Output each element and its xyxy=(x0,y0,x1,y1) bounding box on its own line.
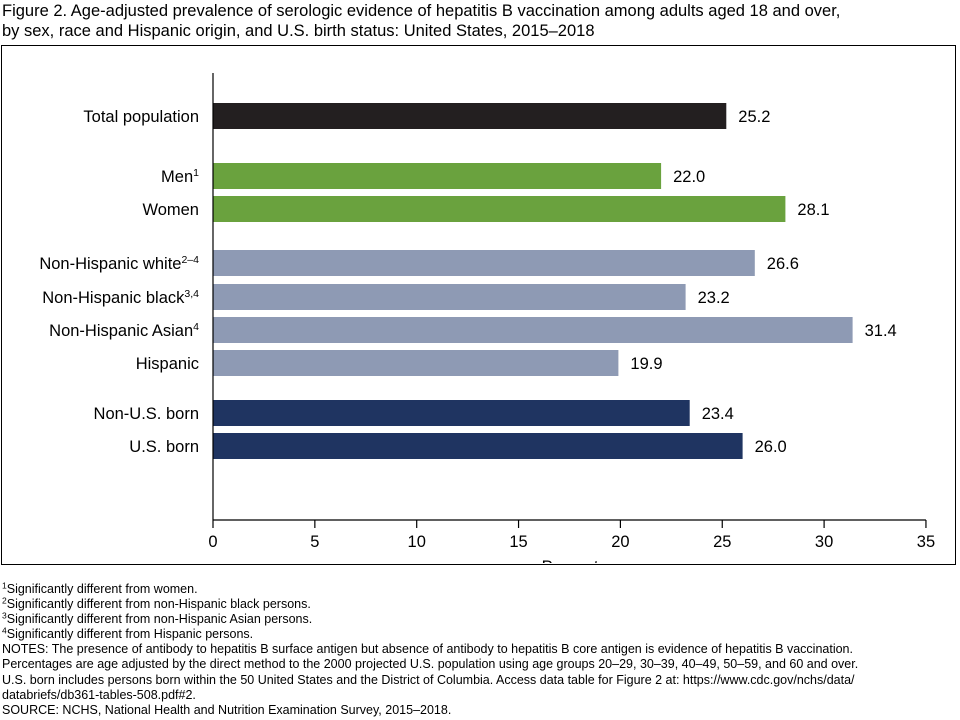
notes-line: databriefs/db361-tables-508.pdf#2. xyxy=(2,687,196,702)
bar xyxy=(213,284,686,310)
figure-title-line-1: Figure 2. Age-adjusted prevalence of ser… xyxy=(2,2,841,20)
category-label: Men1 xyxy=(161,167,199,186)
footnote-text: Significantly different from non-Hispani… xyxy=(6,612,313,627)
notes-line: Percentages are age adjusted by the dire… xyxy=(2,657,859,672)
bar xyxy=(213,163,662,189)
footnote-marker: 2 xyxy=(2,595,7,606)
footnote: 4Significantly different from Hispanic p… xyxy=(2,627,957,642)
category-label: Non-U.S. born xyxy=(94,405,199,423)
footnote-text: Significantly different from Hispanic pe… xyxy=(6,627,254,642)
bar xyxy=(213,250,755,276)
footnote-marker: 3 xyxy=(2,610,7,621)
x-tick-label: 15 xyxy=(509,533,527,551)
value-label: 25.2 xyxy=(738,108,770,126)
footnote-text: Significantly different from women. xyxy=(6,582,198,596)
x-tick-label: 5 xyxy=(310,533,319,551)
category-label: Hispanic xyxy=(136,355,199,373)
footnote: 3Significantly different from non-Hispan… xyxy=(2,610,957,627)
footnote-marker: 1 xyxy=(2,580,7,591)
x-tick-label: 0 xyxy=(208,533,217,551)
category-label: Non-Hispanic white2–4 xyxy=(39,254,199,273)
bar xyxy=(213,317,853,343)
bar xyxy=(213,350,619,376)
value-label: 26.6 xyxy=(767,255,799,273)
value-label: 19.9 xyxy=(630,355,662,373)
source-line: SOURCE: NCHS, National Health and Nutrit… xyxy=(2,702,452,717)
x-tick-label: 25 xyxy=(713,533,731,551)
category-label: Women xyxy=(142,201,199,219)
value-label: 23.4 xyxy=(702,405,734,423)
chart-notes: 1Significantly different from women. 2Si… xyxy=(2,580,957,718)
bar xyxy=(213,196,786,222)
notes-line: U.S. born includes persons born within t… xyxy=(2,672,855,687)
notes-line: NOTES: The presence of antibody to hepat… xyxy=(2,642,853,657)
value-label: 22.0 xyxy=(673,168,705,186)
chart-frame: 25.2 Total population 22.0 Men1 28.1 Women 26.… xyxy=(1,45,956,565)
footnote-marker: 4 xyxy=(2,625,7,636)
value-label: 31.4 xyxy=(865,322,897,340)
category-label: Non-Hispanic black3,4 xyxy=(42,288,199,307)
value-label: 28.1 xyxy=(797,201,829,219)
category-label: U.S. born xyxy=(129,438,199,456)
footnote-text: Significantly different from non-Hispani… xyxy=(6,597,311,612)
footnote: 1Significantly different from women. xyxy=(2,580,957,597)
value-label: 26.0 xyxy=(755,438,787,456)
figure-title: Figure 2. Age-adjusted prevalence of ser… xyxy=(2,1,952,41)
x-tick-label: 35 xyxy=(917,533,935,551)
category-label: Non-Hispanic Asian4 xyxy=(49,321,199,340)
footnote: 2Significantly different from non-Hispan… xyxy=(2,595,957,612)
bar xyxy=(213,103,727,129)
figure-title-line-2: by sex, race and Hispanic origin, and U.… xyxy=(2,22,595,40)
x-tick-label: 30 xyxy=(815,533,833,551)
bar xyxy=(213,400,690,426)
x-tick-label: 20 xyxy=(611,533,629,551)
x-axis-title: Percent xyxy=(542,558,599,563)
x-tick-label: 10 xyxy=(408,533,426,551)
bar xyxy=(213,433,743,459)
bar-chart: 25.2 Total population 22.0 Men1 28.1 Women 26.… xyxy=(39,73,935,563)
category-label: Total population xyxy=(83,108,199,126)
value-label: 23.2 xyxy=(698,289,730,307)
